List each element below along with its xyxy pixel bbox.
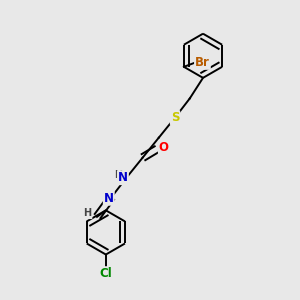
Text: N: N [118,171,128,184]
Text: Br: Br [195,56,210,69]
Text: S: S [171,111,179,124]
Text: H: H [83,208,92,218]
Text: H: H [114,170,122,180]
Text: N: N [104,192,114,205]
Text: O: O [159,141,169,154]
Text: Cl: Cl [100,267,112,280]
